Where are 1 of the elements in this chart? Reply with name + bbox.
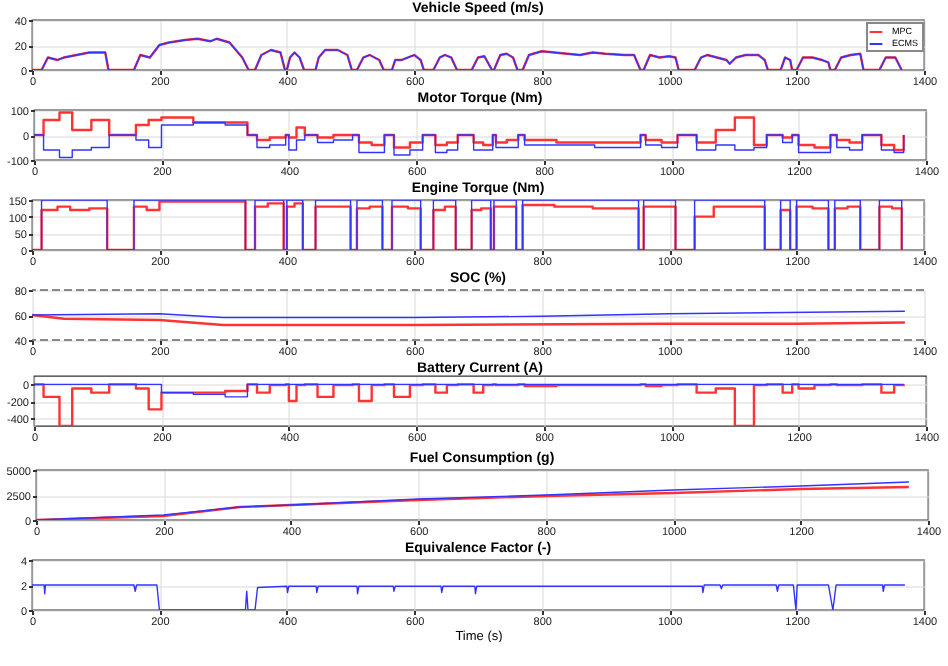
line-series <box>32 584 906 610</box>
